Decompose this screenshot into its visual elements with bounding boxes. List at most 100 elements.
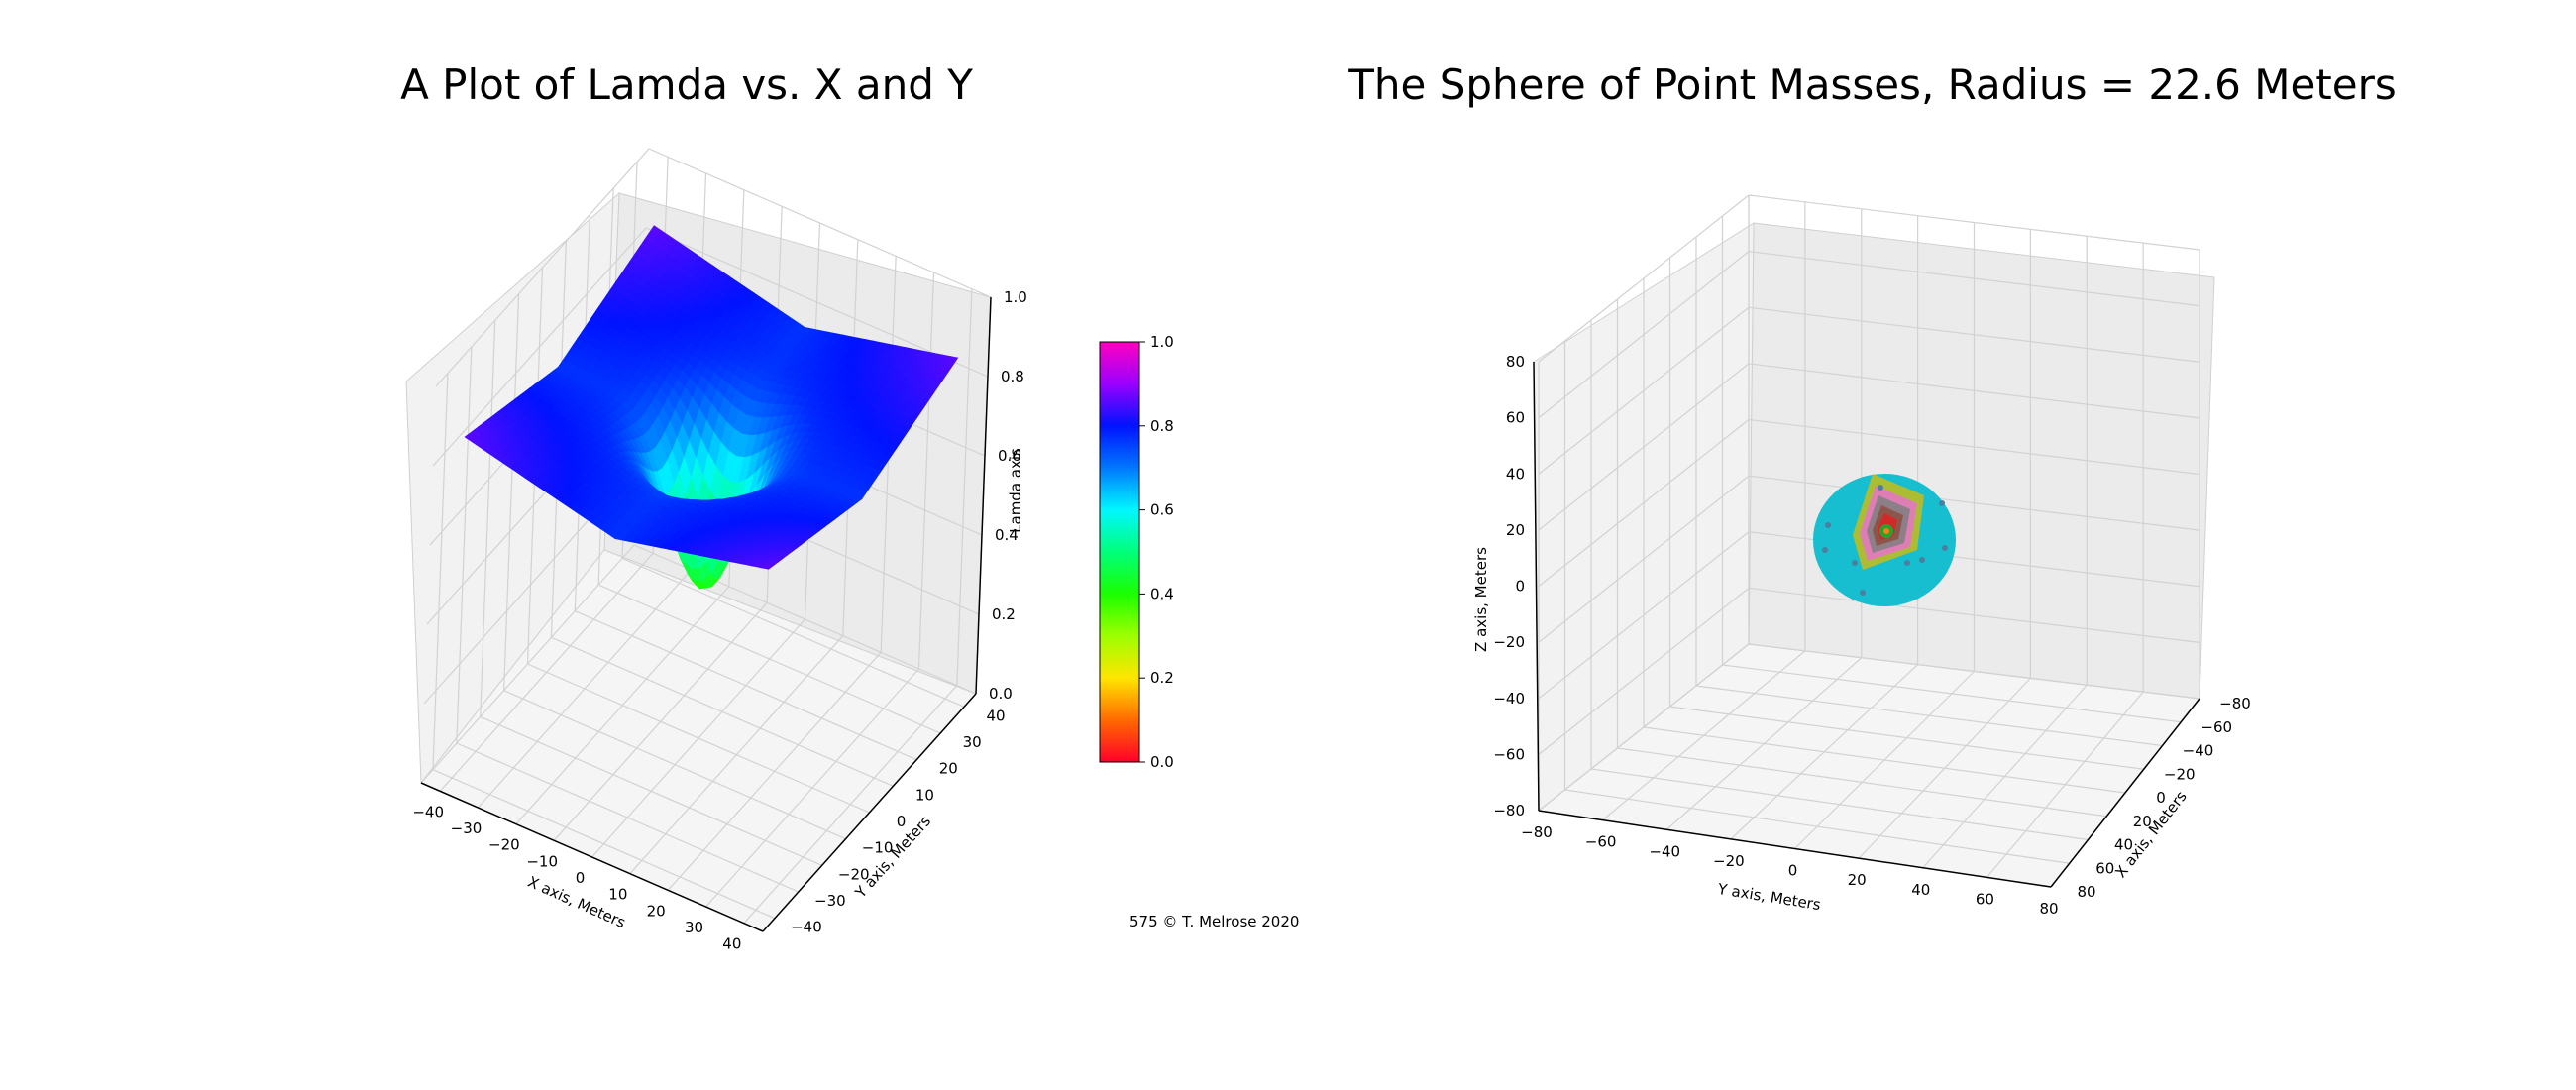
left-grid-x-back bbox=[956, 288, 973, 686]
right-grid-y-floor bbox=[1922, 684, 2088, 869]
left-z-axis-label: Lamda axis bbox=[1007, 448, 1024, 533]
right-x-tick-label: 0 bbox=[2156, 789, 2166, 807]
right-grid-y-floor bbox=[1730, 664, 1919, 840]
right-y-tick-label: −40 bbox=[1649, 842, 1680, 860]
surface-point bbox=[1860, 590, 1866, 596]
right-grid-z-side bbox=[1538, 194, 1750, 363]
left-grid-y-side bbox=[503, 293, 520, 691]
right-y-axis-line bbox=[1538, 810, 2052, 888]
left-x-tick-label: −20 bbox=[488, 836, 520, 854]
colorbar-tick-label: 0.2 bbox=[1150, 669, 1174, 687]
left-y-tick-label: 40 bbox=[987, 707, 1006, 724]
left-z-tick-label: 0.6 bbox=[998, 447, 1021, 465]
left-grid-y-side bbox=[456, 346, 473, 744]
right-x-tick-label: 60 bbox=[2095, 859, 2114, 877]
left-grid-y-side bbox=[432, 373, 449, 770]
right-grid-z-back bbox=[1748, 194, 2200, 251]
left-grid-y-floor bbox=[575, 610, 917, 761]
right-grid-y-floor bbox=[1602, 650, 1806, 821]
colorbar-tick-label: 0.0 bbox=[1150, 753, 1174, 771]
left-x-tick-label: −30 bbox=[451, 819, 483, 837]
left-y-tick-label: −40 bbox=[791, 919, 822, 936]
left-y-tick-label: 10 bbox=[915, 786, 934, 804]
surface-point bbox=[1822, 547, 1828, 553]
left-y-tick-label: −20 bbox=[838, 865, 870, 883]
right-y-tick-label: −80 bbox=[1521, 823, 1553, 841]
right-y-tick-label: 0 bbox=[1788, 862, 1798, 880]
left-grid-z-back bbox=[645, 227, 989, 378]
right-x-axis-line bbox=[2050, 698, 2200, 888]
left-grid-x-back bbox=[917, 272, 935, 670]
right-z-tick-label: −40 bbox=[1493, 690, 1525, 708]
right-grid-z-side bbox=[1538, 531, 1750, 700]
right-grid-z-back bbox=[1748, 643, 2200, 700]
left-grid-y-side bbox=[480, 320, 496, 717]
right-x-axis-label: X axis, Meters bbox=[2111, 788, 2190, 882]
right-grid-y-floor bbox=[1794, 671, 1975, 849]
left-x-tick-label: −40 bbox=[412, 803, 444, 820]
right-grid-z-side bbox=[1538, 419, 1750, 587]
left-3d-axes: −40−30−20−10010203040−40−30−20−100102030… bbox=[405, 148, 1027, 953]
right-grid-y-floor bbox=[1665, 657, 1863, 830]
left-z-tick-label: 0.8 bbox=[1001, 368, 1024, 385]
right-gridlines bbox=[1538, 194, 2200, 888]
right-z-tick-label: −60 bbox=[1493, 745, 1525, 763]
left-x-tick-label: 40 bbox=[722, 935, 741, 953]
left-grid-y-floor bbox=[503, 690, 846, 840]
right-grid-z-back bbox=[1748, 587, 2200, 643]
right-z-tick-label: −80 bbox=[1493, 802, 1525, 819]
right-z-tick-label: 60 bbox=[1506, 409, 1525, 427]
left-x-tick-label: −10 bbox=[526, 852, 558, 870]
right-z-tick-label: 40 bbox=[1506, 465, 1525, 483]
surface-point bbox=[1878, 485, 1883, 490]
right-z-axis-line bbox=[1533, 361, 1540, 812]
surface-point bbox=[1825, 522, 1831, 528]
right-chart-title: The Sphere of Point Masses, Radius = 22.… bbox=[1347, 60, 2397, 109]
left-grid-y-floor bbox=[456, 742, 800, 893]
sphere-surface-points bbox=[1822, 485, 1948, 596]
right-grid-z-side bbox=[1538, 251, 1750, 419]
left-surface bbox=[464, 225, 959, 590]
left-z-tick-label: 1.0 bbox=[1004, 288, 1027, 306]
left-z-tick-label: 0.2 bbox=[992, 605, 1016, 623]
left-grid-y-floor bbox=[597, 584, 941, 734]
right-3d-axes: −80−60−40−20020406080806040200−20−40−60−… bbox=[1472, 194, 2251, 918]
right-y-tick-label: −60 bbox=[1585, 833, 1617, 851]
right-z-tick-label: 20 bbox=[1506, 521, 1525, 539]
left-z-axis-line bbox=[975, 296, 992, 695]
right-grid-z-side bbox=[1538, 363, 1750, 531]
right-z-tick-label: −20 bbox=[1493, 633, 1525, 651]
left-grid-y-floor bbox=[480, 715, 822, 866]
right-x-tick-label: 20 bbox=[2133, 813, 2152, 830]
left-grid-z-side bbox=[420, 544, 635, 784]
right-grid-z-side bbox=[1538, 643, 1750, 812]
right-grid-z-back bbox=[1748, 251, 2200, 307]
right-y-tick-label: 60 bbox=[1976, 890, 1994, 908]
right-z-tick-label: 0 bbox=[1515, 578, 1525, 596]
surface-point bbox=[1904, 560, 1910, 566]
left-y-tick-label: 0 bbox=[897, 813, 907, 830]
left-grid-y-floor bbox=[527, 663, 870, 814]
right-grid-z-side bbox=[1538, 587, 1750, 755]
left-chart-title: A Plot of Lamda vs. X and Y bbox=[400, 60, 973, 109]
shell-core-center bbox=[1883, 528, 1889, 534]
right-grid-y-floor bbox=[1986, 691, 2144, 878]
right-y-tick-label: 80 bbox=[2039, 900, 2058, 918]
right-z-axis-label: Z axis, Meters bbox=[1472, 547, 1490, 652]
colorbar: 0.0 0.2 0.4 0.6 0.8 1.0 bbox=[1099, 333, 1174, 771]
left-x-tick-label: 10 bbox=[608, 886, 627, 904]
right-grid-z-back bbox=[1748, 475, 2200, 531]
surface-point bbox=[1942, 545, 1948, 551]
left-y-tick-label: 20 bbox=[939, 760, 958, 778]
right-grid-z-back bbox=[1748, 418, 2200, 476]
left-z-tick-label: 0.0 bbox=[989, 685, 1013, 703]
right-x-tick-label: −80 bbox=[2219, 695, 2251, 712]
point-mass-sphere bbox=[1813, 474, 1956, 606]
left-x-tick-label: 30 bbox=[685, 919, 703, 936]
left-grid-z-side bbox=[435, 148, 650, 387]
right-x-tick-label: 40 bbox=[2114, 836, 2133, 854]
right-y-tick-label: −20 bbox=[1713, 852, 1745, 870]
colorbar-tick-label: 1.0 bbox=[1150, 333, 1174, 351]
sphere-inner-shells bbox=[1853, 474, 1924, 570]
